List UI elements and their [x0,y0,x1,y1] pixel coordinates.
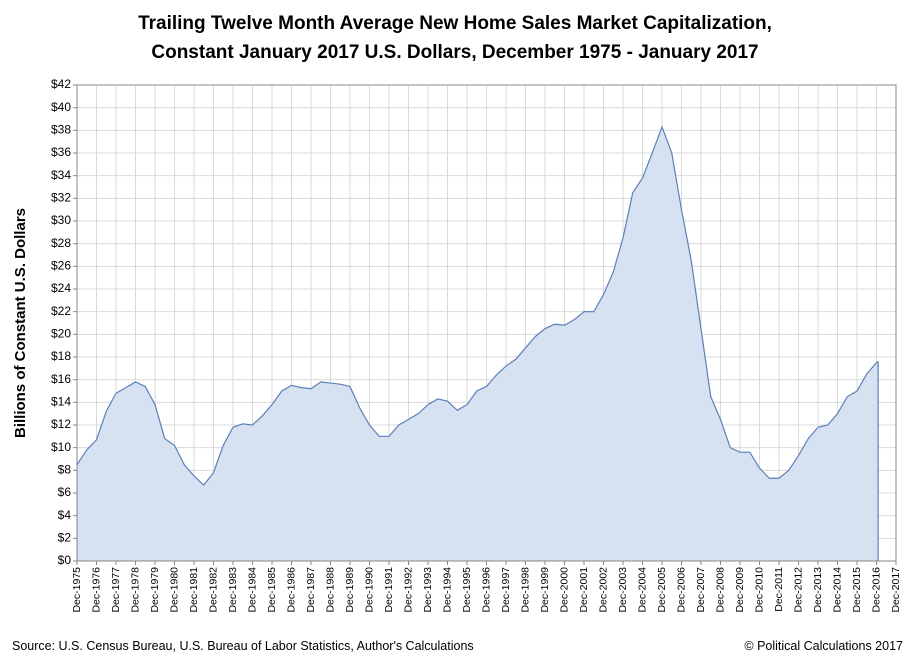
y-tick-label: $20 [51,327,71,341]
x-tick-label: Dec-2017 [890,567,902,613]
x-tick-label: Dec-2009 [734,567,746,613]
x-tick-label: Dec-1975 [71,567,83,613]
x-tick-label: Dec-1983 [227,567,239,613]
y-tick-label: $8 [58,463,72,477]
x-tick-label: Dec-1985 [266,567,278,613]
axes: $0 $2 $4 $6 $8 $10 $12 $14 $16 $18 $20 $22 $24 $26 $28… [51,77,902,612]
y-tick-label: $18 [51,349,71,363]
x-tick-label: Dec-1997 [500,567,512,613]
y-tick-label: $0 [58,553,72,567]
x-tick-label: Dec-1977 [110,567,122,613]
x-tick-label: Dec-2010 [753,567,765,613]
x-tick-label: Dec-2011 [773,567,785,612]
x-tick-label: Dec-1976 [90,567,102,613]
y-tick-label: $32 [51,191,71,205]
x-tick-label: Dec-1979 [149,567,161,613]
y-tick-label: $2 [58,531,72,545]
x-tick-label: Dec-2003 [617,567,629,613]
x-tick-label: Dec-2015 [851,567,863,613]
x-tick-label: Dec-1994 [441,567,453,613]
x-tick-label: Dec-1989 [344,567,356,613]
x-tick-label: Dec-1984 [246,567,258,613]
x-tick-label: Dec-1986 [285,567,297,613]
x-tick-label: Dec-1998 [519,567,531,613]
y-tick-label: $28 [51,236,71,250]
y-tick-label: $40 [51,100,71,114]
x-tick-label: Dec-1999 [539,567,551,613]
x-tick-label: Dec-1990 [363,567,375,613]
y-tick-label: $4 [58,508,72,522]
x-tick-label: Dec-2013 [812,567,824,613]
x-tick-label: Dec-1987 [305,567,317,613]
y-tick-label: $36 [51,145,71,159]
x-tick-label: Dec-1991 [383,567,395,613]
source-note: Source: U.S. Census Bureau, U.S. Bureau … [12,639,474,653]
x-tick-label: Dec-2008 [714,567,726,613]
x-tick-label: Dec-2000 [558,567,570,613]
y-tick-label: $24 [51,281,71,295]
chart-title: Constant January 2017 U.S. Dollars, Dece… [151,42,758,63]
x-tick-label: Dec-1981 [188,567,200,613]
y-tick-label: $34 [51,168,71,182]
y-tick-label: $16 [51,372,71,386]
x-tick-label: Dec-1982 [207,567,219,613]
area-line [76,125,879,486]
x-tick-label: Dec-2002 [597,567,609,613]
x-tick-label: Dec-1980 [168,567,180,613]
x-tick-label: Dec-2016 [870,567,882,613]
x-tick-label: Dec-1992 [402,567,414,613]
y-tick-label: $26 [51,259,71,273]
x-tick-label: Dec-1993 [422,567,434,613]
y-axis-label: Billions of Constant U.S. Dollars [12,208,29,438]
y-tick-label: $30 [51,213,71,227]
y-tick-label: $14 [51,395,71,409]
x-tick-label: Dec-2001 [578,567,590,613]
x-tick-label: Dec-2012 [792,567,804,613]
x-tick-label: Dec-1995 [461,567,473,613]
x-tick-label: Dec-2007 [695,567,707,613]
area-fill [77,126,879,561]
x-tick-label: Dec-2005 [656,567,668,613]
x-tick-label: Dec-2004 [636,567,648,613]
y-tick-label: $22 [51,304,71,318]
chart-title: Trailing Twelve Month Average New Home S… [138,13,772,34]
y-tick-label: $38 [51,123,71,137]
x-tick-label: Dec-1978 [129,567,141,613]
x-tick-label: Dec-2006 [675,567,687,613]
credit: © Political Calculations 2017 [744,639,903,653]
y-tick-label: $10 [51,440,71,454]
y-tick-label: $12 [51,417,71,431]
y-tick-label: $6 [58,485,72,499]
plot [76,125,879,561]
x-tick-label: Dec-1996 [480,567,492,613]
x-tick-label: Dec-1988 [324,567,336,613]
x-tick-label: Dec-2014 [831,567,843,613]
y-tick-label: $42 [51,77,71,91]
